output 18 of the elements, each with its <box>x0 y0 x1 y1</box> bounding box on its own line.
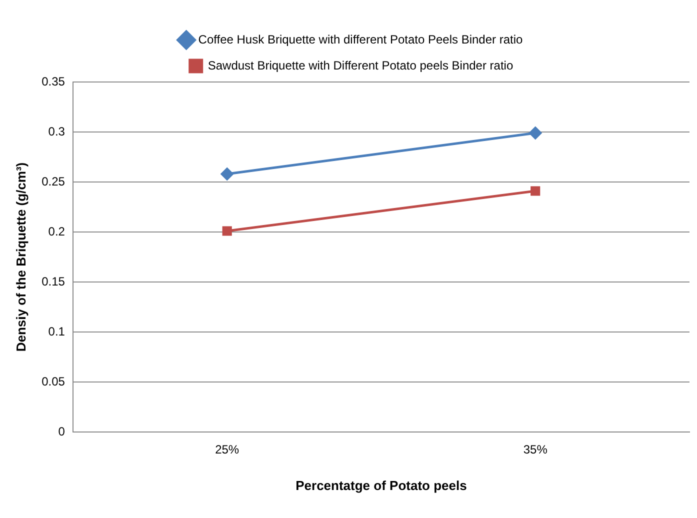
y-tick-label: 0.3 <box>48 124 66 138</box>
y-tick-label: 0.1 <box>48 324 66 338</box>
legend-label: Sawdust Briquette with Different Potato peels Binder ratio <box>208 58 514 72</box>
y-tick-label: 0.25 <box>42 174 66 188</box>
point <box>530 186 540 196</box>
point <box>529 126 542 140</box>
y-axis-title: Densiy of the Briquette (g/cm³) <box>13 162 28 352</box>
y-tick-label: 0.35 <box>42 74 66 88</box>
x-tick-label: 35% <box>523 442 548 457</box>
y-tick-label: 0.15 <box>42 274 66 288</box>
x-axis-title: Percentatge of Potato peels <box>296 478 467 493</box>
legend-label: Coffee Husk Briquette with different Potato Peels Binder ratio <box>198 32 524 46</box>
y-tick-label: 0 <box>58 424 66 438</box>
x-tick-label: 25% <box>215 442 240 457</box>
y-tick-label: 0.05 <box>42 374 66 388</box>
point <box>220 168 234 180</box>
point <box>222 226 232 236</box>
y-tick-label: 0.2 <box>48 224 66 238</box>
